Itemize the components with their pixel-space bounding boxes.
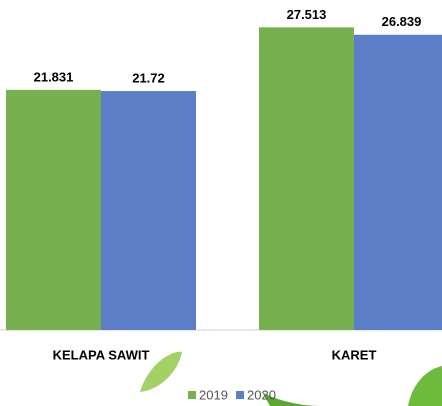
x-tick-label: KELAPA SAWIT — [53, 347, 150, 362]
value-label: 21.72 — [132, 71, 165, 86]
value-label: 26.839 — [382, 14, 422, 29]
value-label: 21.831 — [34, 69, 74, 84]
leaf-decoration — [408, 366, 442, 406]
legend-swatch — [188, 391, 196, 399]
bar — [6, 90, 101, 330]
chart: KELAPA SAWIT 21.831 21.72 KARET 27.513 26.839… — [0, 0, 442, 406]
x-tick-label: KARET — [332, 347, 377, 362]
legend-swatch — [236, 391, 244, 399]
bar — [259, 27, 354, 330]
value-label: 27.513 — [287, 7, 327, 22]
legend-label: 2020 — [247, 387, 276, 402]
legend-label: 2019 — [199, 387, 228, 402]
bar — [101, 91, 196, 330]
bar — [354, 35, 442, 330]
